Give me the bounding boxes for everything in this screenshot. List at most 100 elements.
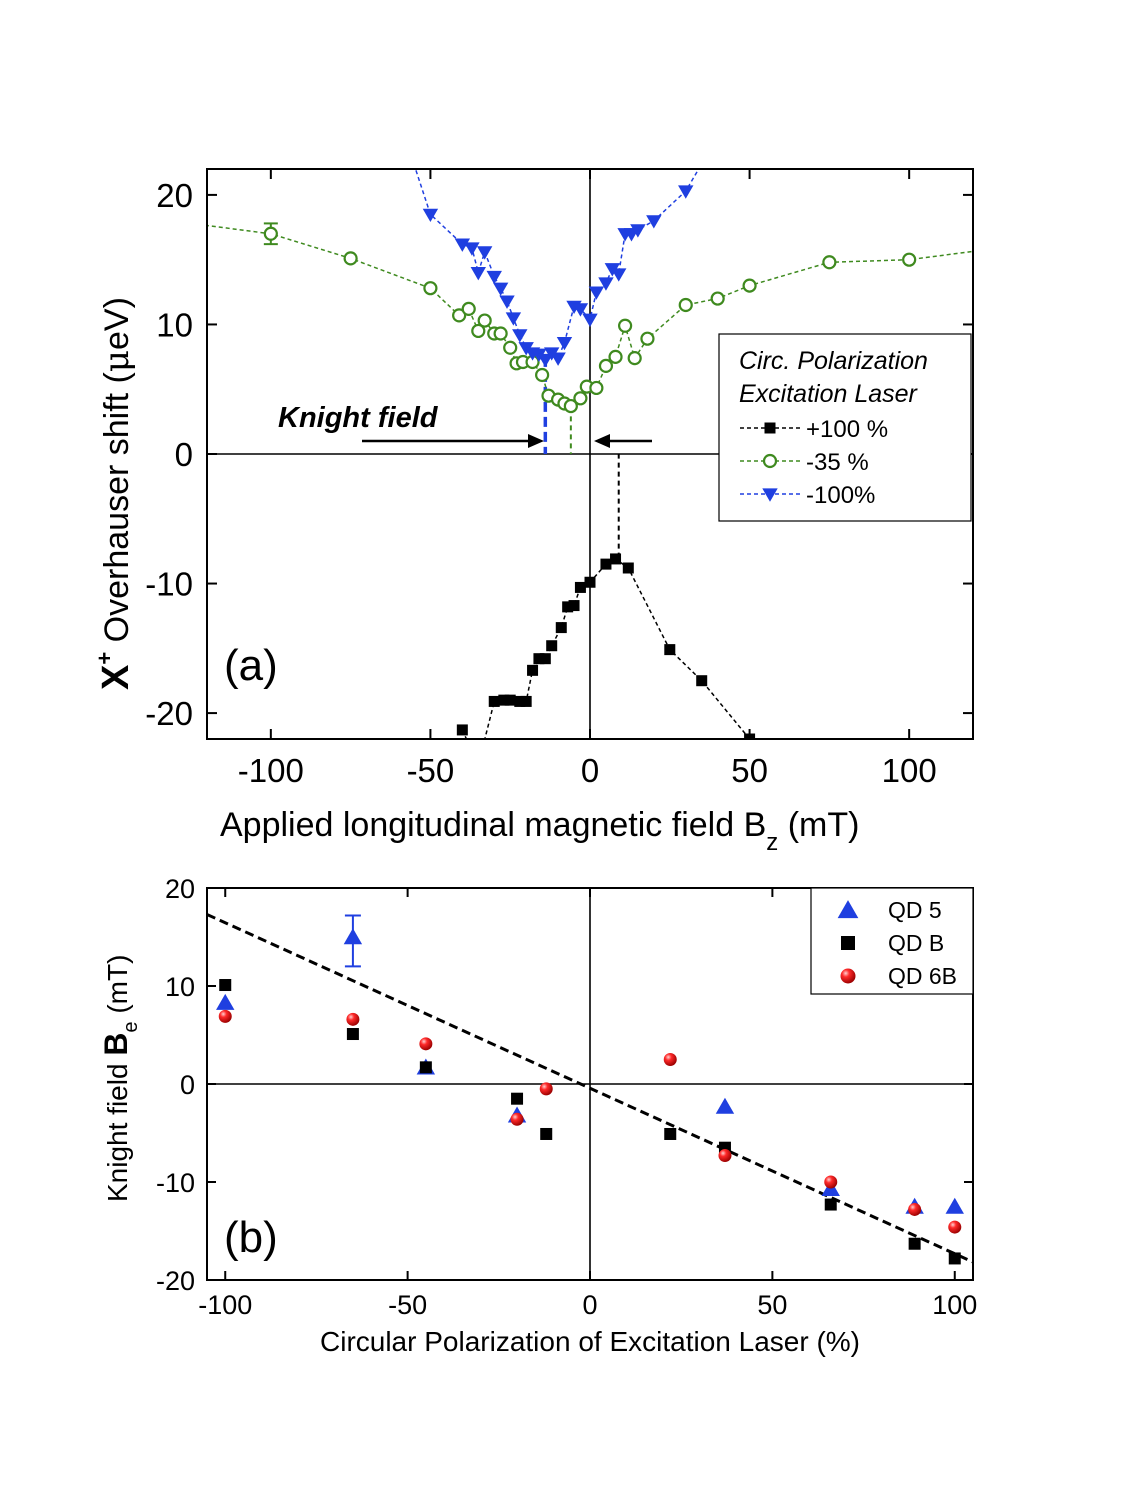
data-point xyxy=(678,185,694,199)
legend-a-label: -100% xyxy=(806,482,875,509)
data-point xyxy=(498,694,510,706)
data-point xyxy=(598,277,614,291)
data-point xyxy=(503,340,518,355)
x-tick-label: 0 xyxy=(581,752,599,789)
y-tick-label: 10 xyxy=(165,972,195,1002)
data-point xyxy=(710,291,725,306)
data-point xyxy=(610,553,622,565)
y-tick-label: -10 xyxy=(145,566,193,603)
x-tick-label: -50 xyxy=(407,752,455,789)
data-point xyxy=(556,336,573,351)
data-point xyxy=(499,295,515,309)
legend-b-label: QD 6B xyxy=(888,963,957,989)
chart-a-xlabel: Applied longitudinal magnetic field Bz (… xyxy=(220,806,859,856)
series-a-0 xyxy=(456,553,756,770)
panel-b-label: (b) xyxy=(224,1213,278,1262)
knight-field-annotation: Knight field xyxy=(278,402,439,434)
data-point xyxy=(477,313,492,328)
data-point xyxy=(422,208,439,223)
data-point xyxy=(546,640,558,652)
data-point xyxy=(562,601,574,613)
data-point xyxy=(527,664,539,676)
data-point xyxy=(678,297,693,313)
data-point xyxy=(589,380,604,396)
data-point xyxy=(600,558,612,570)
chart-b-ylabel: Knight field Be (mT) xyxy=(98,955,142,1202)
data-point xyxy=(622,562,634,574)
series-b-2 xyxy=(218,1009,962,1234)
data-point xyxy=(343,251,358,266)
data-point xyxy=(512,329,528,343)
data-point xyxy=(423,281,438,296)
data-point xyxy=(540,1127,553,1140)
data-point xyxy=(514,695,526,707)
legend-b-item: QD B xyxy=(841,930,944,956)
data-point xyxy=(568,600,580,612)
data-point xyxy=(511,1092,524,1105)
x-tick-label: -100 xyxy=(198,1290,252,1320)
data-point xyxy=(646,215,662,229)
data-point xyxy=(504,694,516,706)
chart-b-legend-box xyxy=(810,887,974,995)
legend-a-label: +100 % xyxy=(806,416,888,443)
y-tick-label: 10 xyxy=(156,306,193,343)
legend-marker xyxy=(837,900,859,919)
y-tick-label: 20 xyxy=(156,177,193,214)
data-point xyxy=(574,581,586,593)
data-point xyxy=(476,246,493,260)
data-point xyxy=(492,282,509,296)
data-point xyxy=(902,252,917,267)
series-line xyxy=(414,169,700,361)
data-point xyxy=(822,255,837,270)
x-tick-label: 100 xyxy=(882,752,937,789)
data-point xyxy=(263,226,278,241)
data-point xyxy=(456,724,468,736)
series-a-2 xyxy=(414,169,700,368)
y-tick-label: 20 xyxy=(165,874,195,904)
data-point xyxy=(664,644,676,656)
data-point xyxy=(473,759,484,770)
data-point xyxy=(218,1009,232,1023)
data-point xyxy=(555,622,567,634)
data-point xyxy=(539,653,551,665)
data-point xyxy=(611,268,627,282)
data-point xyxy=(582,313,598,327)
x-tick-label: -100 xyxy=(238,752,304,789)
data-point xyxy=(948,1220,962,1234)
data-point xyxy=(461,301,476,317)
legend-b-label: QD B xyxy=(888,930,944,956)
y-tick-label: -10 xyxy=(156,1168,195,1198)
legend-marker xyxy=(762,488,778,502)
x-tick-label: 100 xyxy=(932,1290,977,1320)
legend-a-item: +100 % xyxy=(740,416,888,443)
legend-a-label: -35 % xyxy=(806,449,869,476)
data-point xyxy=(824,1175,838,1189)
x-tick-label: -50 xyxy=(388,1290,427,1320)
data-point xyxy=(470,267,486,281)
knight-arrow-right xyxy=(362,434,544,448)
legend-marker xyxy=(762,453,778,469)
y-tick-label: 0 xyxy=(180,1070,195,1100)
chart-b-zero-lines xyxy=(207,888,973,1280)
legend-a-item: -100% xyxy=(740,482,875,509)
legend-b-label: QD 5 xyxy=(888,897,942,923)
data-point xyxy=(945,1197,964,1214)
data-point xyxy=(588,286,605,300)
x-tick-label: 50 xyxy=(757,1290,787,1320)
data-point xyxy=(464,242,480,256)
data-point xyxy=(608,349,623,364)
y-tick-label: 0 xyxy=(175,436,193,473)
legend-title-line1: Circ. Polarization xyxy=(739,347,928,375)
data-point xyxy=(908,1202,922,1216)
data-point xyxy=(742,278,757,293)
data-point xyxy=(598,358,614,374)
data-point xyxy=(471,323,486,339)
chart-b-legend: QD 5 QD B QD 6B xyxy=(810,887,974,995)
panel-a-label: (a) xyxy=(224,641,278,690)
data-point xyxy=(630,224,646,238)
legend-marker xyxy=(840,968,856,984)
data-point xyxy=(983,243,995,255)
